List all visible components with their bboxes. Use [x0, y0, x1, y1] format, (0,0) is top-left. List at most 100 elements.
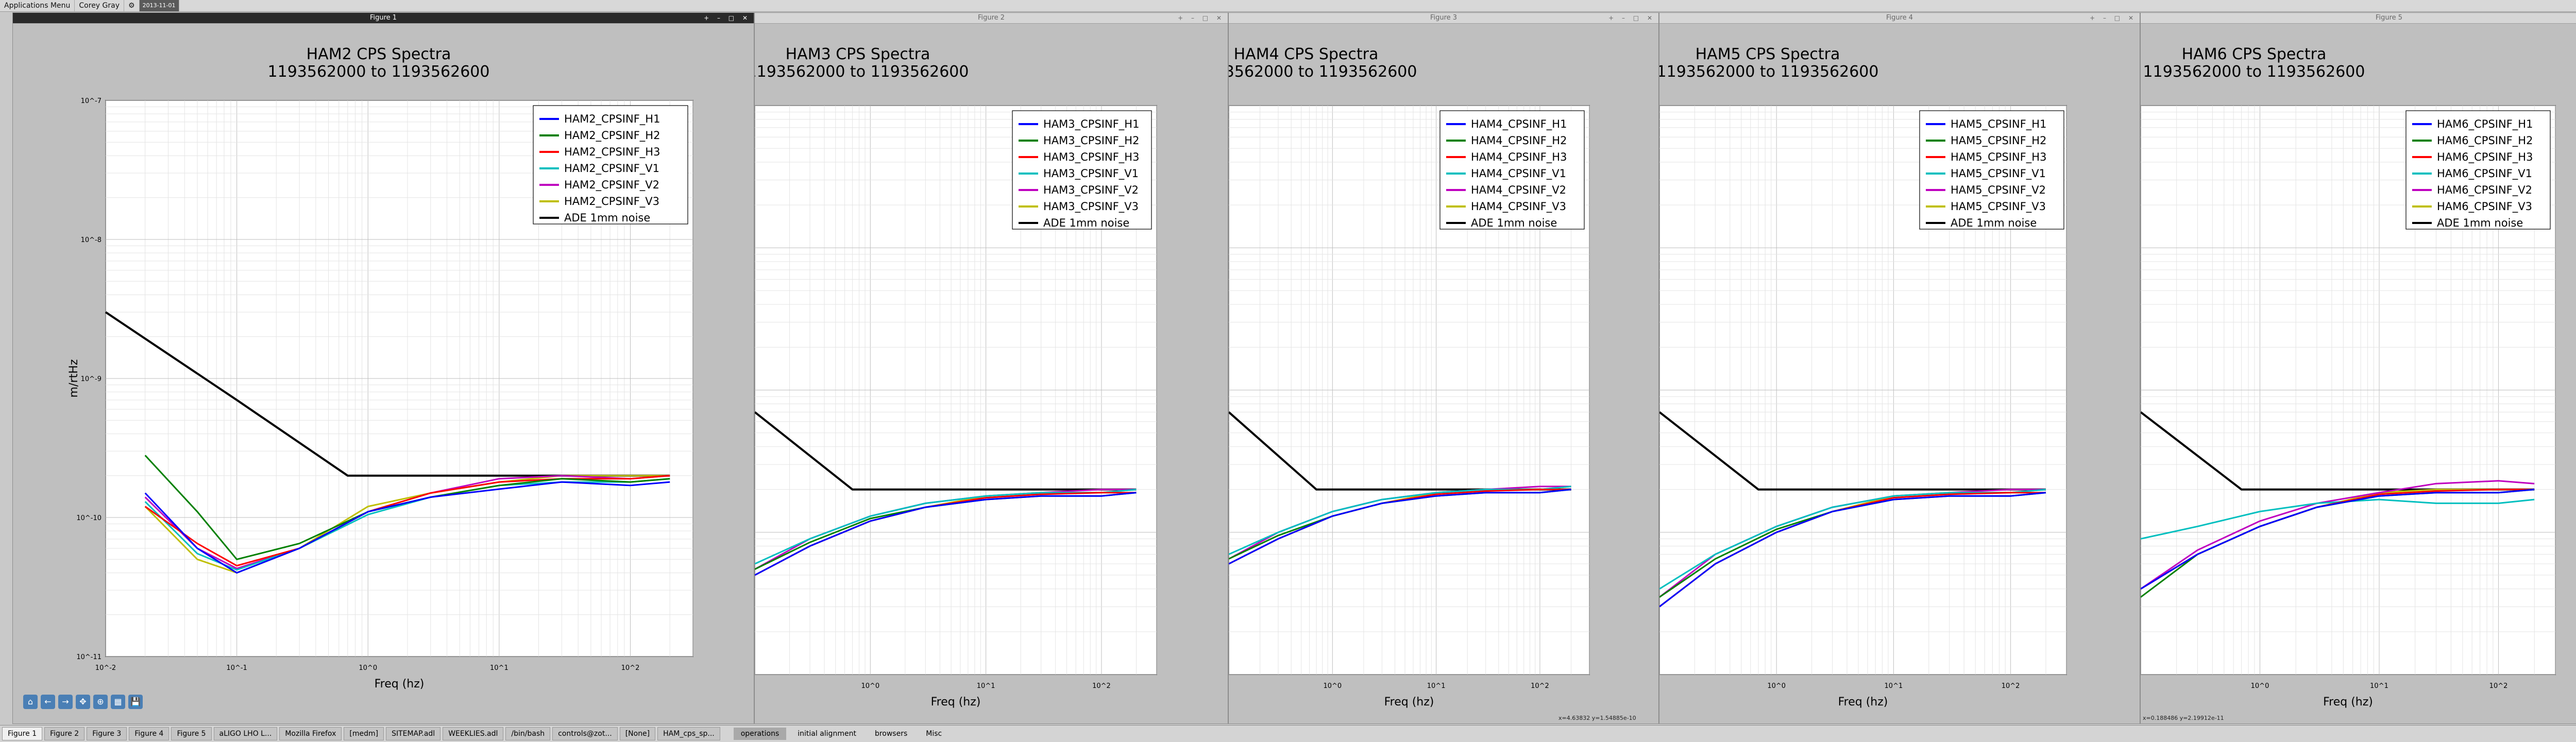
x-tick-label: 10^1: [977, 682, 995, 690]
figure-window-1[interactable]: Figure 1 + – □ ✕ HAM2 CPS Spectra 1193562…: [12, 12, 754, 724]
taskbar: Figure 1 Figure 2 Figure 3 Figure 4 Figure 5…: [0, 725, 2576, 742]
window-titlebar[interactable]: Figure 2 + – □ ✕: [755, 13, 1228, 24]
subplots-icon[interactable]: ▦: [111, 695, 125, 709]
series-line-ham3_cpsinf_h1: [755, 492, 1137, 576]
legend-entry: HAM2_CPSINF_H3: [564, 146, 660, 159]
x-tick-label: 10^-2: [95, 664, 116, 672]
legend: HAM3_CPSINF_H1 HAM3_CPSINF_H2 HAM3_CPSINF_…: [1012, 110, 1152, 230]
taskbar-item[interactable]: WEEKLIES.adl: [443, 727, 504, 740]
window-titlebar[interactable]: Figure 3 + – □ ✕: [1229, 13, 1658, 24]
task-list: Figure 1 Figure 2 Figure 3 Figure 4 Figure 5…: [0, 727, 720, 740]
workspace-browsers[interactable]: browsers: [874, 730, 908, 738]
window-title: Figure 2: [977, 14, 1005, 22]
series-line-ade-1mm-noise: [755, 411, 1137, 491]
chart-subtitle: 1193562000 to 1193562600: [1229, 63, 1417, 81]
legend-entry: HAM5_CPSINF_H2: [1951, 134, 2046, 147]
taskbar-item[interactable]: Figure 4: [129, 727, 170, 740]
legend-entry: HAM6_CPSINF_V3: [2437, 200, 2532, 213]
user-name[interactable]: Corey Gray: [75, 0, 125, 11]
window-controls[interactable]: + – □ ✕: [2090, 14, 2137, 22]
applications-menu[interactable]: Applications Menu: [0, 0, 75, 11]
legend-entry: HAM3_CPSINF_H1: [1043, 118, 1139, 131]
x-tick-label: 10^2: [1531, 682, 1549, 690]
x-axis-label: Freq (hz): [1384, 696, 1434, 709]
legend-entry: HAM3_CPSINF_V3: [1043, 200, 1139, 213]
legend-entry: HAM5_CPSINF_H1: [1951, 118, 2046, 131]
legend-entry: HAM4_CPSINF_V2: [1471, 184, 1566, 197]
x-tick-label: 10^1: [2370, 682, 2388, 690]
legend-entry: HAM4_CPSINF_H1: [1471, 118, 1567, 131]
x-tick-label: 10^2: [2002, 682, 2020, 690]
legend-entry: HAM5_CPSINF_V2: [1951, 184, 2046, 197]
workspace-Misc[interactable]: Misc: [926, 730, 942, 738]
taskbar-item[interactable]: Mozilla Firefox: [279, 727, 342, 740]
taskbar-item[interactable]: Figure 5: [171, 727, 212, 740]
window-titlebar[interactable]: Figure 4 + – □ ✕: [1659, 13, 2140, 24]
legend-entry: HAM3_CPSINF_V2: [1043, 184, 1139, 197]
pan-icon[interactable]: ✥: [76, 695, 90, 709]
legend: HAM5_CPSINF_H1 HAM5_CPSINF_H2 HAM5_CPSINF_…: [1919, 110, 2064, 230]
workspace-operations[interactable]: operations: [733, 728, 787, 740]
taskbar-item[interactable]: Figure 2: [44, 727, 85, 740]
figure-window-2[interactable]: Figure 2 + – □ ✕ HAM3 CPS Spectra 1193562…: [754, 12, 1228, 724]
y-tick-label: 10^-10: [76, 514, 101, 522]
series-line-ade-1mm-noise: [1659, 411, 2046, 491]
y-tick-label: 10^-9: [81, 375, 101, 383]
matplotlib-toolbar: ⌂ ← → ✥ ⊕ ▦ 💾: [23, 692, 143, 712]
legend-entry: HAM6_CPSINF_H3: [2437, 151, 2533, 164]
taskbar-item[interactable]: controls@zot...: [552, 727, 618, 740]
x-tick-label: 10^2: [621, 664, 640, 672]
chart-subtitle: 1193562000 to 1193562600: [2143, 63, 2365, 81]
back-icon[interactable]: ←: [41, 695, 55, 709]
forward-icon[interactable]: →: [58, 695, 73, 709]
series-line-ham5_cpsinf_h1: [1659, 492, 2046, 608]
taskbar-item[interactable]: SITEMAP.adl: [386, 727, 441, 740]
taskbar-item[interactable]: Figure 1: [2, 727, 43, 740]
window-titlebar[interactable]: Figure 1 + – □ ✕: [13, 13, 754, 24]
legend-entry: HAM4_CPSINF_V3: [1471, 200, 1566, 213]
legend-entry: HAM2_CPSINF_H2: [564, 129, 660, 142]
legend-entry: ADE 1mm noise: [2437, 217, 2523, 229]
taskbar-item[interactable]: HAM_cps_sp...: [657, 727, 720, 740]
home-icon[interactable]: ⌂: [23, 695, 38, 709]
x-axis-label: Freq (hz): [375, 678, 425, 691]
x-axis-label: Freq (hz): [1838, 696, 1888, 709]
chart-subtitle: 1193562000 to 1193562600: [755, 63, 969, 81]
taskbar-item[interactable]: [medm]: [344, 727, 384, 740]
figure-window-5[interactable]: Figure 5 + – □ ✕ HAM6 CPS Spectra1193562…: [2140, 12, 2576, 724]
chart-subtitle: 1193562000 to 1193562600: [268, 63, 490, 81]
x-tick-label: 10^0: [1767, 682, 1786, 690]
figure-window-3[interactable]: Figure 3 + – □ ✕ HAM4 CPS Spectra1193562…: [1228, 12, 1659, 724]
window-title: Figure 3: [1430, 14, 1458, 22]
window-title: Figure 1: [369, 14, 397, 22]
workspace-initial-alignment[interactable]: initial alignment: [798, 730, 856, 738]
legend-entry: HAM3_CPSINF_V1: [1043, 167, 1139, 180]
chart-subtitle: 1193562000 to 1193562600: [1659, 63, 1878, 81]
figure-window-4[interactable]: Figure 4 + – □ ✕ HAM5 CPS Spectra 1193562…: [1659, 12, 2140, 724]
series-line-ham2_cpsinf_v3: [144, 475, 670, 574]
legend-box: [1919, 110, 2064, 230]
zoom-icon[interactable]: ⊕: [93, 695, 108, 709]
chart-title: HAM5 CPS Spectra: [1696, 45, 1840, 63]
panel-launcher-icon[interactable]: ⚙: [124, 0, 140, 11]
taskbar-item[interactable]: [None]: [619, 727, 656, 740]
grid: [105, 100, 693, 657]
taskbar-item[interactable]: Figure 3: [87, 727, 127, 740]
legend-entry: HAM5_CPSINF_V3: [1951, 200, 2046, 213]
save-icon[interactable]: 💾: [128, 695, 143, 709]
series-line-ham6_cpsinf_h1: [2141, 489, 2535, 590]
window-titlebar[interactable]: Figure 5 + – □ ✕: [2141, 13, 2576, 24]
window-title: Figure 5: [2375, 14, 2403, 22]
taskbar-item[interactable]: aLIGO LHO L...: [213, 727, 278, 740]
window-controls[interactable]: + – □ ✕: [1608, 14, 1655, 22]
legend-entry: HAM4_CPSINF_H3: [1471, 151, 1567, 164]
taskbar-item[interactable]: /bin/bash: [505, 727, 551, 740]
window-controls[interactable]: + – □ ✕: [1178, 14, 1225, 22]
window-controls[interactable]: + – □ ✕: [704, 14, 751, 22]
legend-box: [1012, 110, 1152, 230]
